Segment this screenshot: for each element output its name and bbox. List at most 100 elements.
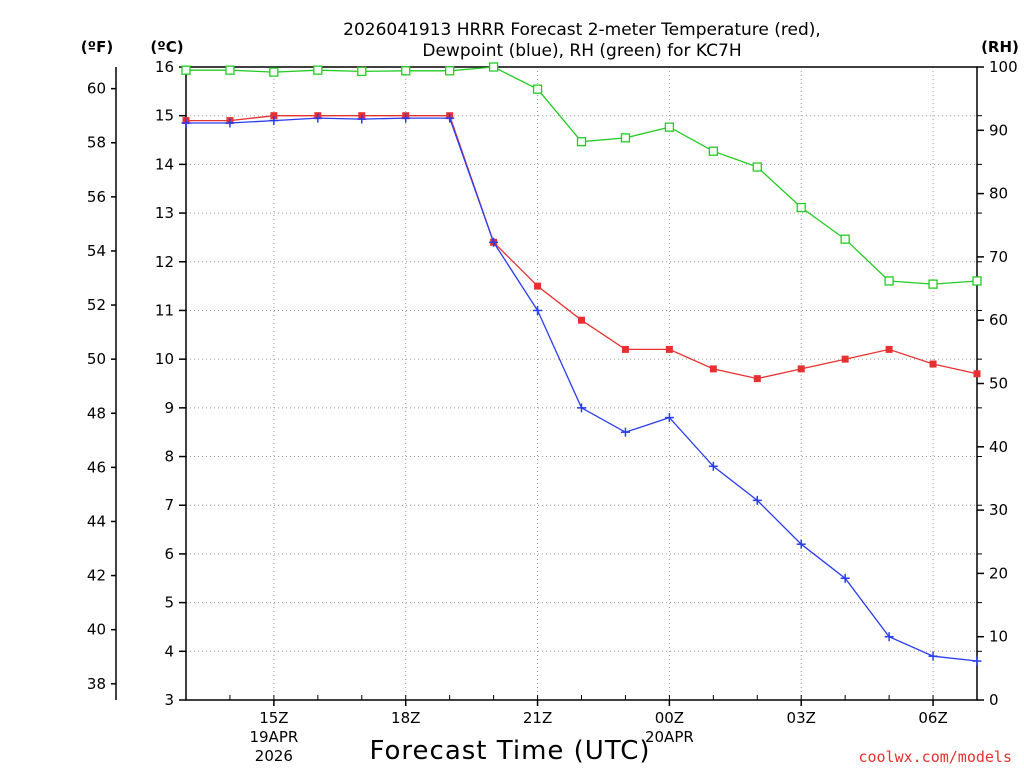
dewpoint-point xyxy=(357,114,367,124)
temperature-point xyxy=(270,112,278,120)
x-tick-label: 21Z xyxy=(523,709,552,727)
rh-point xyxy=(269,67,279,77)
celsius-tick-label: 4 xyxy=(164,642,174,660)
data-series xyxy=(181,62,982,666)
rh-tick-label: 80 xyxy=(989,185,1008,203)
dewpoint-line xyxy=(186,117,978,662)
temperature-point xyxy=(709,365,717,373)
temperature-point xyxy=(929,360,937,368)
dewpoint-point xyxy=(840,573,850,583)
temperature-line xyxy=(186,115,978,380)
chart-title-line1: 2026041913 HRRR Forecast 2-meter Tempera… xyxy=(343,20,821,40)
rh-tick-label: 0 xyxy=(989,691,999,709)
x-date-label: 19APR xyxy=(249,728,298,746)
dewpoint-point xyxy=(225,118,235,128)
rh-point xyxy=(181,65,191,75)
temperature-point xyxy=(973,370,981,378)
celsius-tick-label: 9 xyxy=(164,399,174,417)
dewpoint-point xyxy=(577,403,586,413)
dewpoint-point xyxy=(401,113,411,123)
temperature-point xyxy=(753,375,761,383)
celsius-tick-label: 14 xyxy=(155,155,174,173)
rh-tick-label: 100 xyxy=(989,58,1018,76)
axes: 3456789101112131415163840424446485052545… xyxy=(87,58,1018,765)
fahrenheit-unit-label: (ºF) xyxy=(81,38,113,56)
dewpoint-point xyxy=(796,539,806,549)
rh-tick-label: 10 xyxy=(989,628,1008,646)
rh-point xyxy=(445,66,455,76)
celsius-tick-label: 16 xyxy=(155,58,174,76)
fahrenheit-tick-label: 54 xyxy=(87,242,106,260)
x-axis-label: Forecast Time (UTC) xyxy=(369,736,650,766)
celsius-tick-label: 12 xyxy=(155,253,174,271)
dewpoint-point xyxy=(445,113,455,123)
rh-tick-label: 30 xyxy=(989,501,1008,519)
celsius-tick-label: 11 xyxy=(155,301,174,319)
celsius-tick-label: 15 xyxy=(155,107,174,125)
celsius-tick-label: 8 xyxy=(164,448,174,466)
rh-point xyxy=(796,202,806,213)
celsius-tick-label: 3 xyxy=(164,691,174,709)
rh-tick-label: 70 xyxy=(989,248,1008,266)
dewpoint-point xyxy=(884,632,894,642)
rh-point xyxy=(708,146,718,156)
rh-point xyxy=(884,276,894,286)
dewpoint-point xyxy=(752,495,762,505)
fahrenheit-tick-label: 52 xyxy=(87,296,106,314)
dewpoint-point xyxy=(313,113,323,123)
dewpoint-point xyxy=(269,116,279,126)
dewpoint-point xyxy=(928,651,938,661)
temperature-point xyxy=(578,316,585,324)
fahrenheit-tick-label: 46 xyxy=(87,458,106,476)
dewpoint-point xyxy=(533,305,543,315)
rh-point xyxy=(620,133,631,143)
plot-frame xyxy=(185,66,978,701)
rh-line xyxy=(186,66,978,285)
temperature-point xyxy=(621,345,629,353)
rh-point xyxy=(972,276,982,286)
dewpoint-point xyxy=(489,237,499,247)
x-tick-label: 18Z xyxy=(391,709,420,727)
rh-point xyxy=(532,84,543,94)
rh-tick-label: 50 xyxy=(989,375,1008,393)
rh-point xyxy=(401,66,411,76)
fahrenheit-tick-label: 50 xyxy=(87,350,106,368)
temperature-point xyxy=(885,345,893,353)
x-year-label: 2026 xyxy=(255,747,293,765)
celsius-unit-label: (ºC) xyxy=(150,38,183,56)
fahrenheit-tick-label: 60 xyxy=(87,80,106,98)
celsius-tick-label: 10 xyxy=(155,350,174,368)
rh-tick-label: 60 xyxy=(989,311,1008,329)
x-date-label: 20APR xyxy=(645,728,694,746)
rh-point xyxy=(664,122,675,132)
rh-point xyxy=(752,162,762,172)
rh-point xyxy=(840,234,850,244)
celsius-tick-label: 5 xyxy=(164,594,174,612)
dewpoint-point xyxy=(972,656,982,666)
celsius-tick-label: 6 xyxy=(164,545,174,563)
temperature-point xyxy=(797,365,805,373)
celsius-tick-label: 13 xyxy=(155,204,174,222)
temperature-point xyxy=(665,345,673,353)
rh-point xyxy=(928,279,938,289)
x-tick-label: 03Z xyxy=(787,709,816,727)
credit-text[interactable]: coolwx.com/models xyxy=(858,748,1012,766)
x-tick-label: 15Z xyxy=(259,709,288,727)
rh-point xyxy=(488,62,499,72)
rh-tick-label: 40 xyxy=(989,438,1008,456)
chart-title-line2: Dewpoint (blue), RH (green) for KC7H xyxy=(422,41,741,61)
fahrenheit-tick-label: 58 xyxy=(87,134,106,152)
dewpoint-point xyxy=(181,118,191,128)
temperature-point xyxy=(841,355,849,363)
gridlines xyxy=(186,67,977,700)
rh-tick-label: 20 xyxy=(989,564,1008,582)
fahrenheit-tick-label: 40 xyxy=(87,621,106,639)
dewpoint-point xyxy=(664,413,674,423)
rh-point xyxy=(313,65,323,75)
rh-point xyxy=(357,66,367,77)
x-tick-label: 00Z xyxy=(655,709,684,727)
dewpoint-point xyxy=(620,427,630,437)
rh-point xyxy=(576,137,587,147)
rh-tick-label: 90 xyxy=(989,121,1008,139)
rh-unit-label: (RH) xyxy=(981,38,1019,56)
